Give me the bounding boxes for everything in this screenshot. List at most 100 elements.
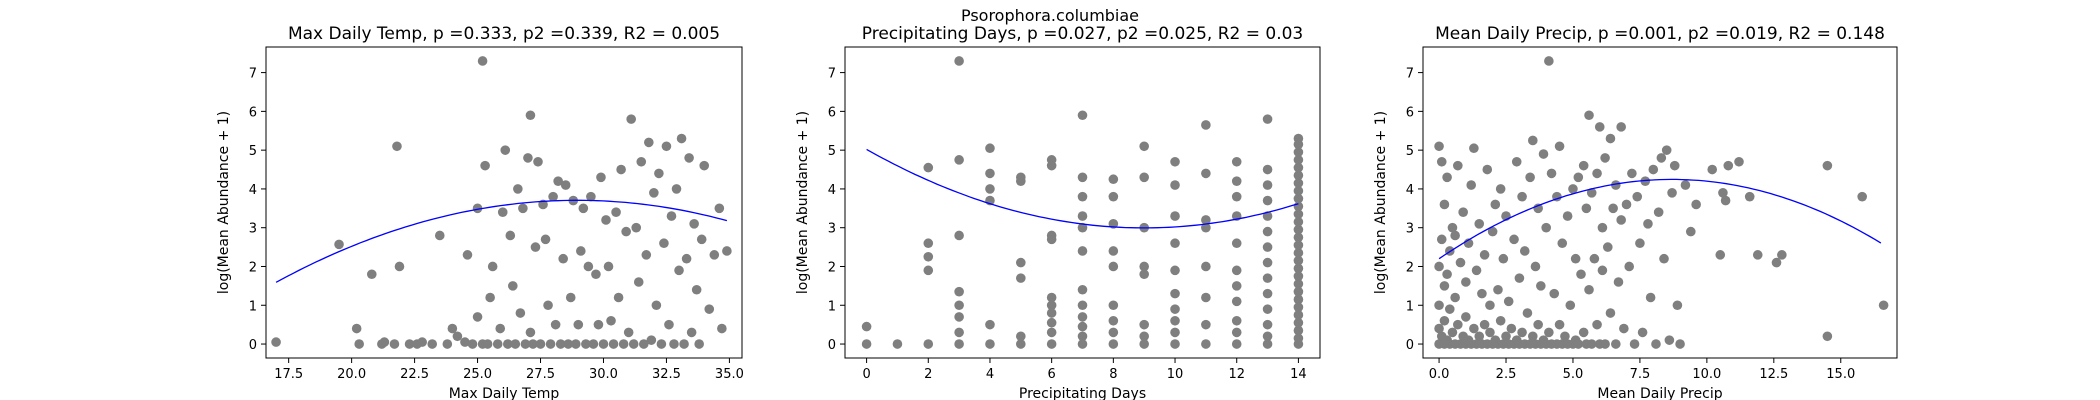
plot-frame <box>265 46 743 359</box>
subplot-title: Max Daily Temp, p =0.333, p2 =0.339, R2 … <box>288 24 720 44</box>
data-point <box>480 160 490 171</box>
data-point <box>646 335 657 345</box>
data-point <box>1597 222 1608 233</box>
data-point <box>1016 339 1026 349</box>
data-point <box>1573 172 1584 183</box>
data-point <box>1584 110 1594 121</box>
data-point <box>1447 327 1458 338</box>
data-point <box>1592 319 1602 330</box>
data-point <box>472 312 483 322</box>
data-point <box>1514 273 1525 283</box>
y-tick-label: 3 <box>828 222 836 237</box>
data-point <box>583 261 594 272</box>
data-point <box>543 300 553 311</box>
data-point <box>1509 234 1519 245</box>
data-point <box>535 339 546 349</box>
fit-curve <box>275 199 728 283</box>
data-point <box>626 114 636 124</box>
y-tick-label: 0 <box>828 338 836 353</box>
x-tick-label: 12 <box>1228 367 1245 382</box>
data-point <box>923 251 934 262</box>
data-point <box>588 339 599 349</box>
x-tick-label: 8 <box>1109 367 1117 382</box>
data-point <box>1262 211 1273 221</box>
data-point <box>1170 339 1180 349</box>
data-point <box>1231 327 1242 338</box>
data-point <box>1594 122 1605 132</box>
data-point <box>1046 300 1057 311</box>
data-point <box>1568 184 1578 194</box>
data-point <box>1016 331 1026 342</box>
data-point <box>691 284 702 295</box>
data-point <box>1479 250 1490 260</box>
data-point <box>505 230 516 241</box>
data-point <box>608 339 619 349</box>
data-point <box>1436 234 1447 245</box>
data-point <box>631 222 642 233</box>
data-point <box>1077 222 1088 233</box>
data-point <box>1605 308 1616 318</box>
data-point <box>1139 261 1149 272</box>
data-point <box>598 339 609 349</box>
data-point <box>1293 310 1304 320</box>
y-tick-label: 1 <box>1406 299 1414 314</box>
data-point <box>477 56 488 66</box>
data-point <box>1231 156 1242 167</box>
data-point <box>1231 339 1242 349</box>
data-point <box>1519 246 1530 256</box>
data-point <box>641 250 652 260</box>
x-tick-label: 0.0 <box>1429 367 1450 382</box>
data-point <box>1581 203 1592 214</box>
data-point <box>636 156 647 167</box>
data-point <box>1262 180 1273 190</box>
data-point <box>954 312 964 322</box>
data-point <box>1201 168 1211 179</box>
data-point <box>442 339 453 349</box>
data-point <box>923 162 934 173</box>
data-point <box>1439 199 1450 210</box>
data-point <box>954 300 964 311</box>
data-point <box>1455 257 1466 268</box>
data-point <box>1262 288 1273 299</box>
x-tick-label: 27.5 <box>526 367 555 382</box>
data-point <box>1629 339 1640 349</box>
data-point <box>654 168 664 179</box>
data-point <box>1293 217 1304 227</box>
data-point <box>1293 170 1304 181</box>
data-point <box>1527 331 1538 342</box>
data-point <box>1586 188 1597 198</box>
data-point <box>1262 273 1273 283</box>
data-point <box>694 339 704 349</box>
data-point <box>1490 199 1501 210</box>
x-tick-label: 7.5 <box>1630 367 1651 382</box>
data-point <box>1201 120 1211 130</box>
y-tick-label: 5 <box>828 144 836 159</box>
data-point <box>1752 250 1763 260</box>
data-point <box>1653 207 1664 217</box>
data-point <box>578 203 589 214</box>
data-point <box>1541 222 1551 233</box>
data-point <box>1139 331 1149 342</box>
data-point <box>709 250 720 260</box>
data-point <box>523 153 533 163</box>
data-point <box>1495 184 1506 194</box>
data-point <box>1077 331 1088 342</box>
data-point <box>954 230 964 241</box>
data-point <box>679 339 689 349</box>
data-point <box>1077 339 1088 349</box>
y-tick-label: 0 <box>1406 338 1414 353</box>
y-tick-label: 7 <box>828 67 836 82</box>
data-point <box>1605 133 1616 144</box>
data-point <box>591 269 601 280</box>
data-point <box>669 339 679 349</box>
data-point <box>1632 191 1643 202</box>
data-point <box>1522 308 1533 318</box>
data-point <box>1262 164 1273 175</box>
x-tick-label: 22.5 <box>400 367 429 382</box>
data-point <box>1170 180 1180 190</box>
subplot-precipitating-days: Precipitating Days, p =0.027, p2 =0.025,… <box>795 24 1321 400</box>
data-point <box>1077 284 1088 295</box>
data-point <box>1139 141 1149 152</box>
data-point <box>1016 172 1026 183</box>
data-point <box>1691 199 1701 210</box>
